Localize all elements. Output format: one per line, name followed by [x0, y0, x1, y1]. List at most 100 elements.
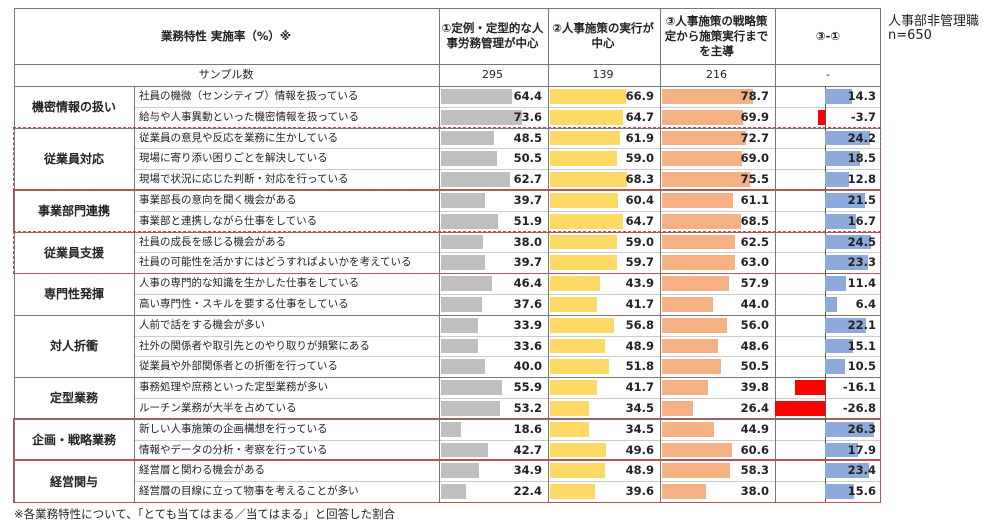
col1-value: 51.9 — [513, 213, 542, 228]
item-label: 従業員や外部関係者との折衝を行っている — [139, 360, 338, 373]
diff-bar — [825, 338, 854, 354]
col1-value: 40.0 — [513, 359, 542, 374]
col3-value: 62.5 — [740, 234, 769, 249]
col3-bar — [662, 151, 743, 167]
item-label: 情報やデータの分析・考察を行っている — [139, 443, 328, 456]
item-label: 社員の成長を感じる機会がある — [139, 235, 286, 248]
col1-bar — [441, 359, 485, 375]
item-label: 社員の機微（センシティブ）情報を扱っている — [139, 90, 359, 102]
col2-value: 39.6 — [625, 484, 654, 499]
diff-value: 23.3 — [847, 255, 876, 270]
grid-hline — [134, 106, 880, 108]
col1-bar — [441, 234, 483, 250]
col2-bar — [550, 484, 595, 499]
highlight-box — [13, 126, 881, 191]
grid-hline — [134, 294, 880, 295]
col3-value: 78.7 — [740, 89, 769, 103]
col3-header: ③人事施策の戦略策定から施策実行までを主導 — [664, 13, 769, 58]
grid-hline — [14, 314, 880, 316]
diff-value: 14.3 — [847, 89, 876, 103]
col2-bar — [550, 89, 626, 104]
diff-value: -16.1 — [842, 380, 876, 395]
diff-value: 17.9 — [847, 442, 876, 457]
col3-bar — [662, 442, 733, 458]
col2-bar — [550, 130, 620, 146]
col3-bar — [662, 297, 714, 312]
highlight-box — [13, 230, 881, 275]
col2-value: 61.9 — [625, 130, 654, 145]
col1-value: 53.2 — [513, 401, 542, 415]
col2-value: 41.7 — [625, 380, 654, 395]
col2-bar — [550, 317, 615, 333]
col2-value: 59.0 — [625, 234, 654, 249]
grid-hline — [14, 377, 880, 379]
sample-size-label: サンプル数 — [198, 68, 254, 81]
category-label: 定型業務 — [49, 391, 98, 406]
diff-bar — [825, 442, 859, 458]
grid-hline — [134, 169, 880, 171]
item-label: 給与や人事異動といった機密情報を扱っている — [139, 110, 359, 123]
grid-hline — [134, 210, 880, 212]
diff-value: 22.1 — [847, 317, 876, 332]
col3-bar — [662, 130, 747, 146]
col2-bar — [550, 421, 589, 437]
diff-value: 26.3 — [847, 421, 876, 436]
diff-value: 15.1 — [847, 338, 876, 353]
col1-value: 22.4 — [513, 484, 542, 499]
col2-bar — [550, 255, 618, 271]
grid-vline — [775, 8, 776, 502]
col1-value: 39.7 — [513, 255, 542, 270]
grid-vline — [548, 8, 549, 502]
col2-bar — [550, 359, 609, 375]
col1-bar — [441, 421, 462, 437]
item-label: 新しい人事施策の企画構想を行っている — [139, 422, 328, 435]
col1-bar — [441, 89, 512, 104]
col3-value: 72.7 — [740, 130, 769, 145]
diff-value: 24.5 — [847, 234, 876, 249]
diff-bar — [825, 151, 860, 167]
col1-value: 34.9 — [513, 463, 542, 478]
col3-value: 60.6 — [740, 442, 769, 457]
col1-bar — [441, 484, 466, 499]
diff-bar — [825, 172, 849, 187]
col3-bar — [662, 109, 744, 125]
diff-bar — [794, 380, 825, 395]
diff-bar — [825, 213, 857, 229]
col2-bar — [550, 193, 619, 208]
diff-bar — [818, 109, 825, 125]
col3-bar — [662, 338, 719, 354]
col3-bar — [662, 234, 735, 250]
col3-bar — [662, 276, 730, 291]
grid-hline — [14, 127, 880, 129]
grid-hline — [134, 356, 880, 358]
diff-value: 11.4 — [847, 276, 876, 291]
diff-bar — [825, 317, 867, 333]
col1-bar — [441, 255, 485, 271]
footnote: ※各業務特性について、「とても当てはまる／当てはまる」と回答した割合 — [14, 507, 396, 521]
col3-value: 56.0 — [740, 317, 769, 332]
col2-value: 64.7 — [625, 109, 654, 124]
col1-value: 33.6 — [513, 338, 542, 353]
col2-bar — [550, 338, 606, 354]
item-label: 経営層と関わる機会がある — [139, 464, 265, 477]
col2-bar — [550, 297, 598, 312]
col1-value: 73.6 — [513, 109, 542, 124]
diff-value: 21.5 — [847, 193, 876, 207]
col1-value: 48.5 — [513, 130, 542, 145]
category-label: 対人折衝 — [49, 339, 98, 354]
diff-value: 16.7 — [847, 213, 876, 228]
item-label: ルーチン業務が大半を占めている — [139, 402, 297, 414]
col2-value: 49.6 — [625, 442, 654, 457]
col2-value: 34.5 — [625, 401, 654, 415]
col3-value: 61.1 — [740, 193, 769, 207]
item-label: 高い専門性・スキルを要する仕事をしている — [139, 298, 349, 310]
grid-vline — [14, 8, 15, 502]
col3-bar — [662, 193, 733, 208]
col3-value: 44.0 — [740, 297, 769, 311]
diff-bar — [825, 89, 852, 104]
col2-value: 34.5 — [625, 421, 654, 436]
col1-bar — [441, 442, 488, 458]
col2-value: 51.8 — [625, 359, 654, 374]
col1-value: 46.4 — [513, 276, 542, 291]
diff-value: -3.7 — [850, 109, 876, 124]
